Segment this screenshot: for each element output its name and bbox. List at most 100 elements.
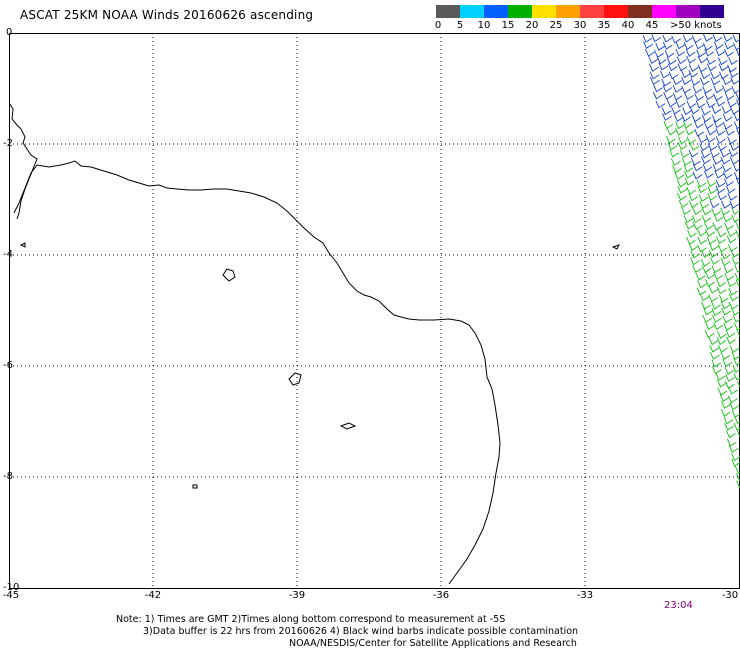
wind-barb <box>714 170 725 179</box>
wind-barb <box>731 453 740 462</box>
wind-barb <box>670 158 681 166</box>
wind-barb <box>733 113 740 122</box>
wind-barb <box>676 179 687 188</box>
wind-barb <box>724 178 734 187</box>
lat-label: -4 <box>3 249 13 260</box>
wind-barb <box>677 63 688 72</box>
wind-barb <box>726 438 737 447</box>
note-line-3: NOAA/NESDIS/Center for Satellite Applica… <box>289 638 577 649</box>
wind-barb <box>692 163 703 172</box>
wind-barb <box>686 136 697 145</box>
wind-barb <box>701 207 712 216</box>
lat-label: -6 <box>3 360 13 371</box>
wind-barb <box>720 352 731 360</box>
wind-barb <box>678 136 688 145</box>
wind-barb <box>696 49 706 58</box>
scale-label: 35 <box>597 20 611 31</box>
wind-barb <box>726 336 736 345</box>
wind-barb <box>713 272 723 280</box>
wind-barb <box>715 179 726 188</box>
wind-barb <box>679 150 690 159</box>
wind-barb <box>732 163 740 172</box>
wind-barb <box>709 351 720 360</box>
wind-barb <box>722 77 732 86</box>
wind-barb <box>731 458 740 467</box>
wind-barb <box>685 49 696 57</box>
wind-barb <box>715 98 726 107</box>
wind-barb <box>681 158 692 166</box>
scale-swatch-1 <box>460 5 484 18</box>
lon-label: -30 <box>721 590 739 601</box>
wind-barb <box>700 107 711 116</box>
wind-barb <box>697 236 708 245</box>
island-b <box>288 372 302 386</box>
wind-barb <box>711 308 722 317</box>
wind-barb <box>713 213 724 222</box>
wind-barb <box>684 92 694 101</box>
wind-barb <box>703 42 713 51</box>
wind-barb <box>725 330 736 338</box>
wind-barb <box>699 201 710 209</box>
wind-barb <box>668 71 679 80</box>
scale-label: 45 <box>645 20 659 31</box>
wind-barb <box>705 228 715 237</box>
wind-barb <box>731 214 740 223</box>
pass-time-label: 23:04 <box>664 600 693 611</box>
wind-barb <box>663 92 673 100</box>
wind-barb <box>661 78 672 87</box>
wind-barb <box>698 194 709 202</box>
wind-barb <box>702 314 713 323</box>
wind-barb <box>725 374 735 382</box>
wind-barb <box>737 381 740 389</box>
wind-barb <box>677 185 688 194</box>
wind-barb <box>735 229 740 238</box>
wind-barb <box>710 77 721 86</box>
wind-barb <box>692 207 702 215</box>
wind-barb <box>697 280 707 289</box>
wind-barb <box>681 207 691 215</box>
wind-barb <box>724 49 734 57</box>
lat-lon-grid <box>9 33 740 589</box>
wind-barb <box>662 41 673 50</box>
wind-barb <box>711 114 722 123</box>
scale-label: 30 <box>573 20 587 31</box>
wind-barb <box>645 48 655 57</box>
wind-barb <box>724 422 734 431</box>
lon-label: -33 <box>576 590 594 601</box>
island-f <box>611 244 620 250</box>
wind-barb <box>709 243 719 251</box>
wind-barb <box>676 56 687 65</box>
wind-barb <box>711 265 722 274</box>
island-d <box>192 484 198 489</box>
wind-barb <box>688 64 699 72</box>
wind-barb <box>717 379 727 388</box>
wind-barb <box>723 34 733 42</box>
wind-barb <box>691 215 702 224</box>
wind-barb <box>735 465 740 474</box>
wind-barb <box>734 416 740 424</box>
scale-swatch-9 <box>652 5 676 18</box>
wind-barb <box>732 365 740 373</box>
wind-barb <box>671 106 681 115</box>
wind-barb <box>666 99 677 108</box>
wind-barb <box>662 84 673 93</box>
wind-barb <box>707 186 718 195</box>
wind-barb <box>735 279 740 287</box>
lat-label: -8 <box>3 471 13 482</box>
wind-barb <box>697 228 707 237</box>
wind-barb <box>728 57 738 65</box>
scale-swatch-3 <box>508 5 532 18</box>
wind-barb <box>682 34 693 43</box>
wind-barb <box>722 214 733 223</box>
scale-label: 20 <box>525 20 539 31</box>
scale-swatch-10 <box>676 5 700 18</box>
wind-barb <box>705 135 716 143</box>
wind-barb <box>726 235 737 244</box>
scale-label: 15 <box>501 20 515 31</box>
wind-barb <box>697 55 708 64</box>
wind-barb <box>720 149 730 158</box>
wind-barb <box>715 185 726 194</box>
wind-barb <box>683 164 694 173</box>
wind-barb <box>686 55 696 64</box>
scale-swatch-4 <box>532 5 556 18</box>
